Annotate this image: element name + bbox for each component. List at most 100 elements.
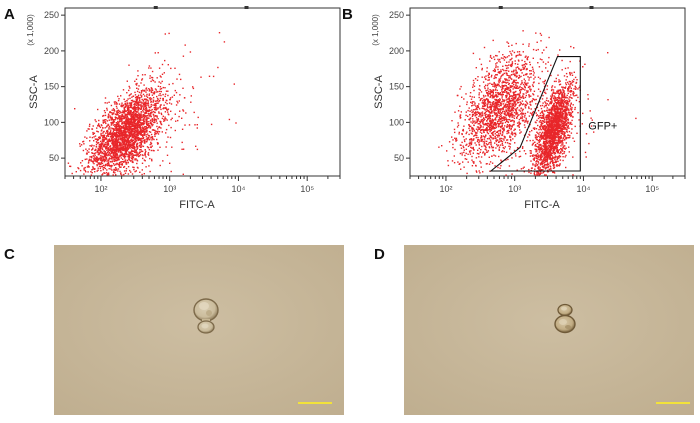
data-point	[108, 127, 110, 129]
data-point	[147, 101, 149, 103]
data-point	[158, 67, 161, 69]
data-point	[124, 145, 126, 148]
data-point	[135, 170, 137, 172]
data-point	[484, 99, 487, 102]
data-point	[492, 115, 494, 117]
data-point	[535, 98, 537, 101]
data-point	[536, 106, 539, 109]
data-point	[508, 125, 510, 127]
data-point	[489, 91, 491, 93]
data-point	[548, 113, 550, 115]
data-point	[121, 146, 123, 149]
data-point	[463, 98, 465, 100]
data-point	[477, 76, 479, 78]
data-point	[519, 69, 522, 72]
data-point	[515, 103, 517, 106]
data-point	[123, 129, 126, 131]
data-point	[112, 136, 115, 138]
data-point	[143, 173, 145, 175]
data-point	[120, 129, 123, 131]
data-point	[121, 152, 124, 155]
data-point	[463, 146, 465, 149]
data-point	[117, 136, 119, 138]
data-point	[145, 128, 147, 130]
data-point	[126, 113, 129, 116]
data-point	[128, 121, 130, 123]
data-point	[511, 109, 514, 111]
data-point	[480, 156, 483, 158]
data-point	[473, 124, 475, 126]
data-point	[169, 136, 172, 139]
data-point	[109, 148, 111, 150]
data-point	[148, 109, 151, 111]
data-point	[111, 161, 114, 163]
data-point	[485, 75, 487, 77]
data-point	[499, 102, 502, 104]
data-point	[138, 152, 141, 154]
data-point	[518, 122, 520, 124]
data-point	[111, 142, 113, 145]
data-point	[470, 142, 473, 145]
data-point	[507, 92, 509, 94]
data-point	[498, 93, 500, 95]
data-point	[116, 112, 118, 115]
data-point	[535, 163, 537, 165]
data-point	[541, 98, 544, 100]
data-point	[502, 68, 504, 71]
data-point	[142, 129, 144, 132]
data-point	[495, 125, 497, 127]
data-point	[158, 112, 160, 114]
data-point	[93, 156, 95, 158]
data-point	[527, 56, 529, 58]
data-point	[495, 101, 498, 104]
data-point	[480, 114, 482, 116]
data-point	[164, 33, 166, 35]
data-point	[149, 120, 152, 122]
data-point	[99, 157, 102, 159]
data-point	[538, 82, 540, 85]
data-point	[539, 90, 542, 93]
data-point	[514, 104, 516, 106]
data-point	[471, 159, 473, 161]
data-point	[119, 161, 122, 163]
data-point	[122, 136, 124, 139]
data-point	[103, 140, 105, 142]
data-point	[113, 132, 115, 134]
data-point	[144, 104, 146, 106]
data-point	[512, 103, 515, 105]
data-point	[508, 129, 510, 132]
data-point	[145, 156, 147, 158]
data-point	[163, 72, 165, 74]
data-point	[88, 158, 91, 160]
data-point	[470, 143, 473, 146]
data-point	[122, 145, 124, 148]
data-point	[496, 108, 499, 110]
data-point	[134, 170, 136, 173]
data-point	[135, 100, 138, 103]
data-point	[532, 127, 535, 129]
data-point	[121, 154, 123, 157]
data-point	[124, 113, 126, 115]
data-point	[162, 97, 164, 100]
data-point	[506, 139, 509, 141]
data-point	[135, 116, 138, 118]
data-point	[570, 114, 573, 117]
data-point	[511, 133, 513, 135]
data-point	[525, 117, 527, 120]
data-point	[499, 125, 502, 128]
data-point	[113, 142, 115, 144]
data-point	[555, 92, 558, 94]
data-point	[99, 143, 101, 146]
data-point	[157, 128, 159, 130]
data-point	[136, 130, 138, 133]
data-point	[144, 109, 146, 111]
data-point	[495, 74, 497, 76]
data-point	[489, 127, 491, 129]
data-point	[144, 112, 146, 115]
data-point	[496, 115, 498, 117]
data-point	[500, 86, 502, 88]
data-point	[126, 99, 128, 102]
data-point	[104, 160, 107, 162]
data-point	[500, 108, 503, 110]
data-point	[469, 139, 471, 141]
